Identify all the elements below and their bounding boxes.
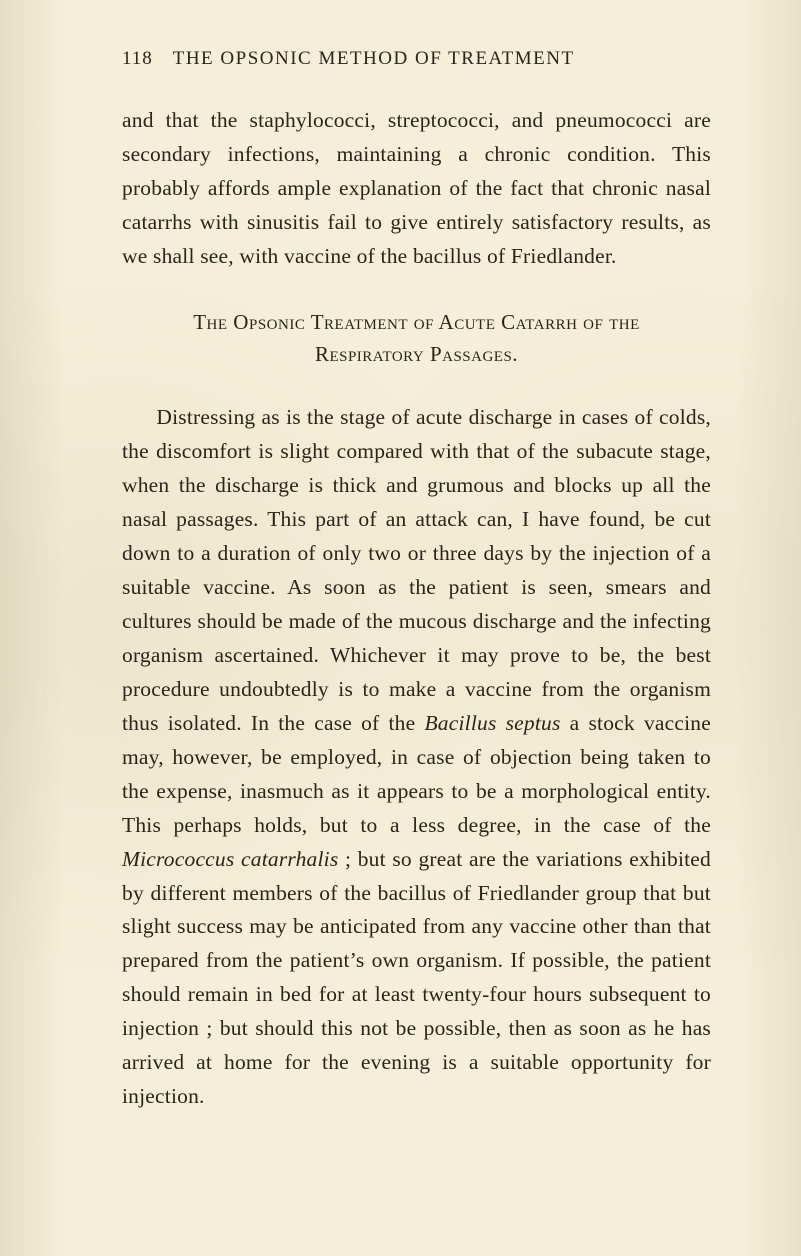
para2-text-c: ; but so great are the variations exhibi… [122, 847, 711, 1109]
para2-italic-2: Micrococcus catarrhalis [122, 847, 338, 871]
section-heading-line-1: The Opsonic Treatment of Acute Catarrh o… [193, 310, 640, 334]
paragraph-1: and that the staphylococci, streptococci… [122, 104, 711, 274]
page-number: 118 [122, 48, 153, 69]
running-head: 118 THE OPSONIC METHOD OF TREATMENT [122, 48, 711, 70]
section-heading: The Opsonic Treatment of Acute Catarrh o… [152, 306, 681, 371]
paragraph-2: Distressing as is the stage of acute dis… [122, 401, 711, 1114]
para2-italic-1: Bacillus septus [424, 711, 560, 735]
para2-text-a: Distressing as is the stage of acute dis… [122, 405, 711, 735]
book-page: 118 THE OPSONIC METHOD OF TREATMENT and … [0, 0, 801, 1174]
running-title: THE OPSONIC METHOD OF TREATMENT [173, 48, 575, 69]
section-heading-line-2: Respiratory Passages. [315, 342, 518, 366]
